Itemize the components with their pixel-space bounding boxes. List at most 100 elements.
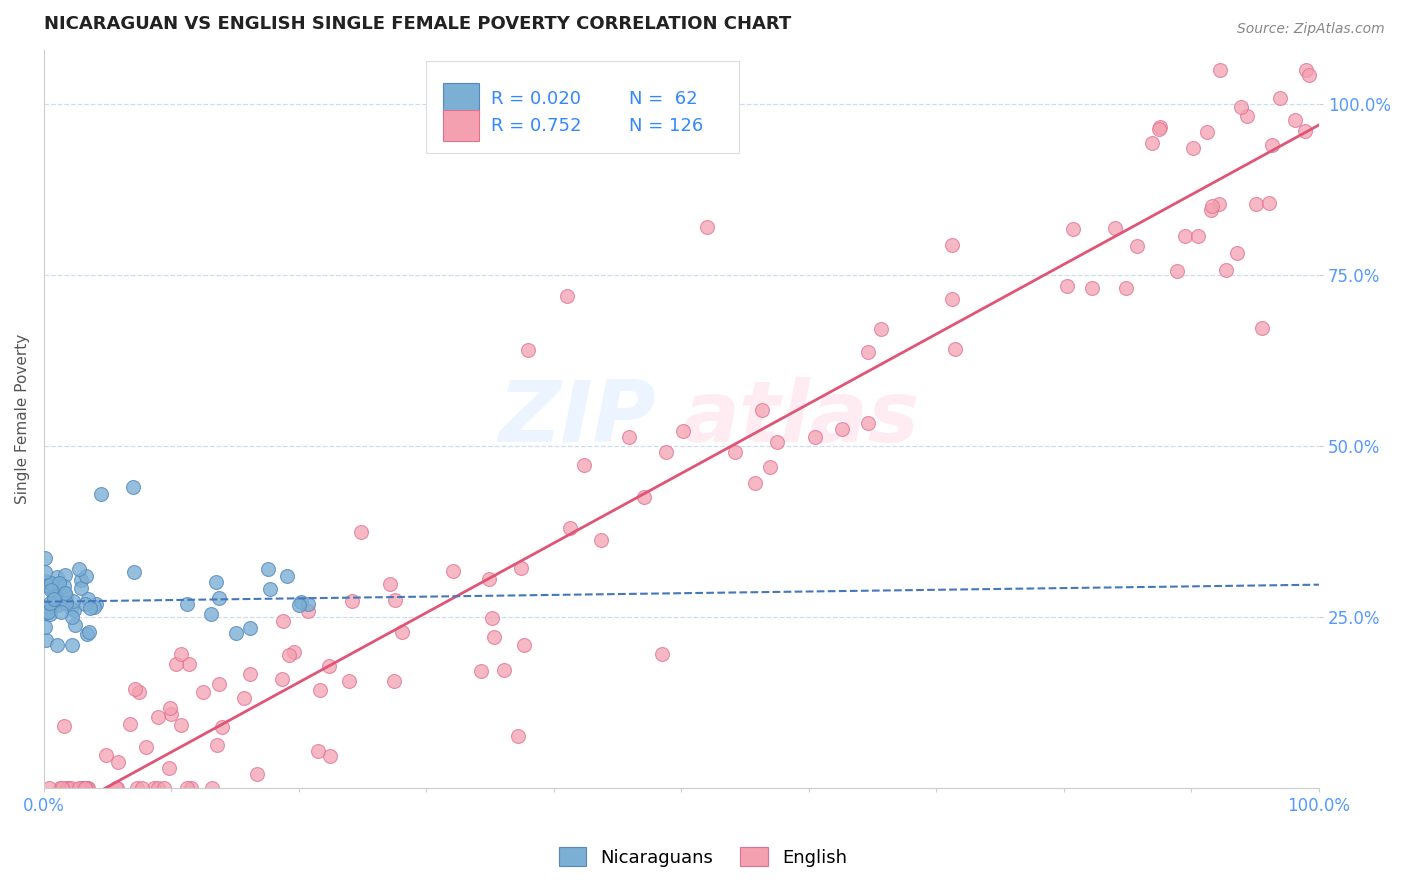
- Point: [441, 565, 464, 579]
- Point: [124, 566, 146, 580]
- Point: [170, 648, 193, 662]
- Point: [42, 585, 65, 599]
- Point: [153, 780, 176, 795]
- Text: ZIP: ZIP: [498, 377, 657, 460]
- Point: [804, 430, 827, 444]
- Point: [34, 620, 56, 634]
- Point: [55, 780, 77, 795]
- Point: [751, 403, 773, 417]
- Point: [70, 780, 93, 795]
- Point: [200, 607, 222, 621]
- Point: [51, 780, 73, 795]
- Point: [53, 719, 76, 733]
- Point: [105, 780, 128, 795]
- Point: [1209, 63, 1232, 78]
- Point: [146, 780, 169, 795]
- Point: [46, 598, 69, 612]
- Point: [1195, 125, 1218, 139]
- Point: [270, 673, 292, 687]
- Point: [508, 729, 530, 743]
- Point: [517, 343, 540, 358]
- Point: [77, 780, 100, 795]
- Point: [1115, 281, 1137, 295]
- Point: [60, 610, 83, 624]
- Point: [46, 592, 69, 607]
- Point: [307, 744, 329, 758]
- Point: [208, 677, 231, 691]
- Point: [941, 292, 963, 306]
- Point: [297, 604, 319, 618]
- Point: [69, 574, 91, 588]
- Point: [53, 586, 76, 600]
- Point: [1062, 222, 1084, 236]
- Point: [62, 594, 84, 608]
- Point: [48, 575, 70, 590]
- Point: [56, 780, 79, 795]
- Point: [1147, 122, 1170, 136]
- Point: [340, 594, 363, 608]
- Point: [744, 475, 766, 490]
- Point: [34, 574, 56, 588]
- Point: [1104, 220, 1126, 235]
- Point: [63, 603, 86, 617]
- Point: [1230, 99, 1253, 113]
- Point: [225, 626, 247, 640]
- Point: [200, 780, 222, 795]
- Point: [180, 780, 202, 795]
- Point: [211, 720, 233, 734]
- Point: [724, 445, 747, 459]
- Point: [179, 657, 201, 672]
- Text: R = 0.752: R = 0.752: [492, 117, 582, 135]
- FancyBboxPatch shape: [443, 83, 478, 114]
- Point: [52, 578, 75, 592]
- Text: R = 0.020: R = 0.020: [492, 89, 582, 108]
- Point: [45, 577, 67, 591]
- Point: [84, 597, 107, 611]
- Point: [53, 568, 76, 582]
- Point: [44, 591, 66, 605]
- Point: [146, 710, 169, 724]
- Point: [125, 780, 148, 795]
- Point: [157, 762, 180, 776]
- Point: [1181, 141, 1204, 155]
- Point: [617, 430, 640, 444]
- Point: [48, 780, 70, 795]
- Legend: Nicaraguans, English: Nicaraguans, English: [551, 840, 855, 874]
- Point: [59, 780, 82, 795]
- Point: [76, 780, 98, 795]
- Point: [41, 598, 63, 612]
- Point: [339, 673, 361, 688]
- Point: [856, 416, 879, 430]
- Point: [160, 707, 183, 722]
- Point: [63, 617, 86, 632]
- Point: [1294, 124, 1316, 138]
- Point: [1174, 228, 1197, 243]
- Point: [34, 632, 56, 647]
- Point: [1199, 203, 1222, 218]
- Point: [350, 524, 373, 539]
- Point: [1298, 68, 1320, 82]
- Point: [309, 682, 332, 697]
- Point: [1166, 264, 1188, 278]
- Point: [205, 738, 228, 752]
- Point: [651, 647, 673, 661]
- Point: [1226, 245, 1249, 260]
- Point: [481, 610, 503, 624]
- Point: [696, 220, 718, 235]
- Point: [75, 569, 97, 583]
- Point: [159, 701, 181, 715]
- Point: [759, 459, 782, 474]
- Point: [34, 551, 56, 566]
- Point: [945, 343, 967, 357]
- Point: [170, 718, 193, 732]
- Point: [135, 740, 157, 755]
- Point: [246, 767, 269, 781]
- Point: [39, 596, 62, 610]
- Point: [1295, 63, 1317, 78]
- Point: [34, 565, 56, 579]
- Point: [1244, 196, 1267, 211]
- Point: [512, 638, 534, 652]
- Point: [75, 780, 97, 795]
- Point: [55, 596, 77, 610]
- Point: [1215, 262, 1237, 277]
